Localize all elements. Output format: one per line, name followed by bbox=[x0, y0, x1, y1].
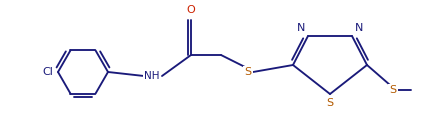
Text: NH: NH bbox=[144, 71, 159, 81]
Text: S: S bbox=[244, 67, 251, 77]
Text: N: N bbox=[296, 23, 304, 33]
Text: O: O bbox=[186, 5, 195, 15]
Text: S: S bbox=[389, 85, 396, 95]
Text: N: N bbox=[354, 23, 363, 33]
Text: S: S bbox=[325, 98, 333, 108]
Text: Cl: Cl bbox=[42, 67, 53, 77]
